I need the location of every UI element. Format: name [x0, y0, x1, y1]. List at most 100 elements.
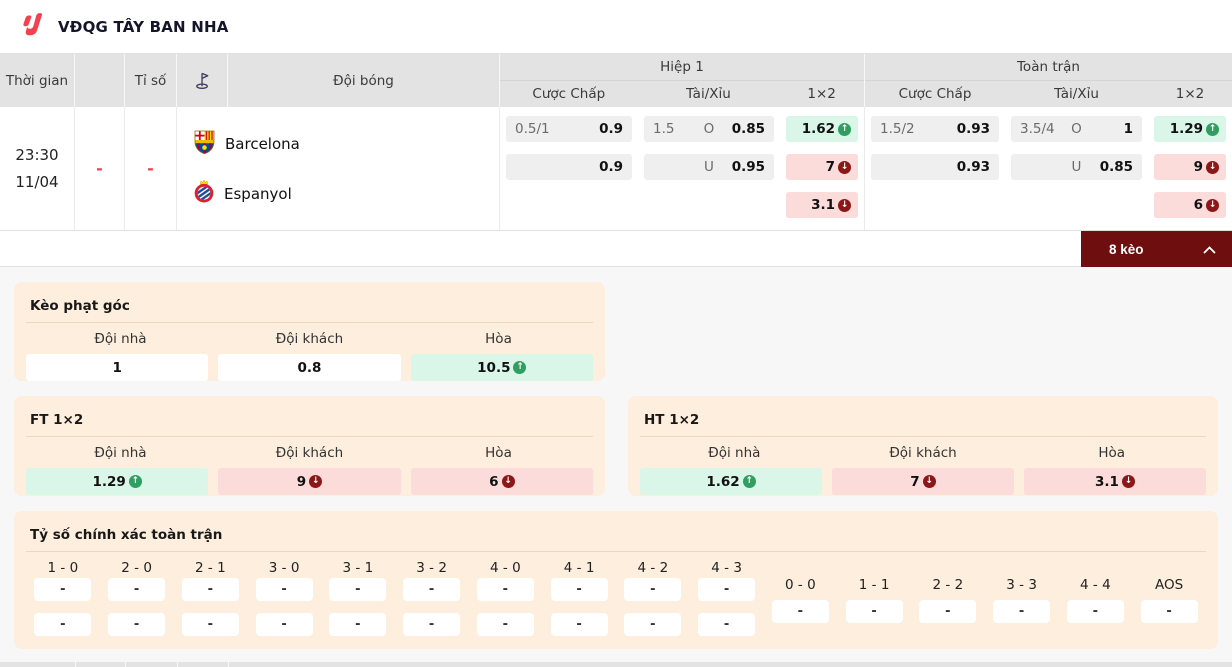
- score-odds-cell[interactable]: -: [181, 613, 239, 636]
- h1-overunder-column: 1.5 O 0.85 U 0.95: [638, 107, 780, 230]
- chevron-up-icon: [1203, 242, 1216, 257]
- ft-over-odds[interactable]: 3.5/4 O 1: [1011, 116, 1142, 142]
- ht12-home-odds[interactable]: 1.62 ↑: [640, 468, 822, 495]
- score-column: AOS -: [1132, 552, 1206, 636]
- draw-header: Hòa: [485, 445, 512, 461]
- odds-value: 9: [296, 473, 307, 490]
- h1-under-odds[interactable]: U 0.95: [644, 154, 774, 180]
- home-team-name[interactable]: Barcelona: [225, 135, 300, 153]
- correct-score-title: Tỷ số chính xác toàn trận: [26, 521, 1206, 552]
- ou-line: 1.5: [653, 121, 675, 137]
- away-team-name[interactable]: Espanyol: [224, 184, 292, 203]
- h1-1x2-draw-odds[interactable]: 3.1 ↓: [786, 192, 858, 218]
- col-header-score-spacer: [75, 54, 125, 107]
- score-label: 3 - 2: [416, 560, 447, 576]
- score-odds-cell[interactable]: -: [624, 613, 682, 636]
- score-odds-cell[interactable]: -: [698, 613, 756, 636]
- score-column: 3 - 0 - -: [247, 552, 321, 636]
- trend-down-icon: ↓: [1206, 198, 1219, 212]
- ft12-home-odds[interactable]: 1.29 ↑: [26, 468, 209, 495]
- odds-value: 0.85: [731, 121, 765, 137]
- score-odds-cell[interactable]: -: [403, 613, 461, 636]
- score-odds-cell[interactable]: -: [624, 578, 682, 601]
- score-odds-cell[interactable]: -: [1066, 600, 1124, 623]
- score-label: AOS: [1155, 577, 1184, 593]
- ft-1x2-draw-odds[interactable]: 6 ↓: [1154, 192, 1226, 218]
- score-odds-cell[interactable]: -: [34, 578, 92, 601]
- ht-1x2-title: HT 1×2: [640, 406, 1206, 437]
- league-header: VĐQG TÂY BAN NHA: [0, 0, 1232, 54]
- score-odds-cell[interactable]: -: [1140, 600, 1198, 623]
- score-label: 0 - 0: [785, 577, 816, 593]
- odds-value: 7: [910, 473, 920, 490]
- away-team-row[interactable]: Espanyol: [192, 179, 499, 208]
- teams-cell[interactable]: Barcelona Espan: [177, 107, 500, 230]
- score-column: 2 - 1 - -: [174, 552, 248, 636]
- h1-handicap-away-odds[interactable]: 0.9: [506, 154, 632, 180]
- ft-handicap-home-odds[interactable]: 1.5/2 0.93: [871, 116, 999, 142]
- score-column: 4 - 3 - -: [690, 552, 764, 636]
- subheader-overunder-ft: Tài/Xỉu: [1054, 86, 1099, 102]
- corner-home-odds[interactable]: 1: [26, 354, 209, 381]
- score-odds-cell[interactable]: -: [550, 578, 608, 601]
- odds-value: 1: [112, 359, 122, 376]
- ht12-away-odds[interactable]: 7 ↓: [832, 468, 1014, 495]
- corner-draw-odds[interactable]: 10.5 ↑: [410, 354, 593, 381]
- score-odds-cell[interactable]: -: [108, 613, 166, 636]
- corner-panel-title: Kèo phạt góc: [26, 292, 593, 323]
- ft-handicap-away-odds[interactable]: 0.93: [871, 154, 999, 180]
- subheader-overunder-h1: Tài/Xỉu: [686, 86, 731, 102]
- score-odds-cell[interactable]: -: [255, 613, 313, 636]
- away-header: Đội khách: [275, 331, 344, 347]
- match-date: 11/04: [15, 173, 59, 191]
- ft12-draw-odds[interactable]: 6 ↓: [410, 468, 593, 495]
- col-header-score: Tỉ số: [125, 54, 177, 107]
- score-label: 2 - 0: [121, 560, 152, 576]
- under-label: U: [704, 159, 714, 175]
- score-odds-cell[interactable]: -: [476, 613, 534, 636]
- h1-1x2-away-odds[interactable]: 7 ↓: [786, 154, 858, 180]
- handicap-line: 0.5/1: [515, 121, 550, 137]
- score-odds-cell[interactable]: -: [993, 600, 1051, 623]
- odds-value: 1.62: [706, 473, 740, 490]
- score-odds-cell[interactable]: -: [476, 578, 534, 601]
- score-odds-cell[interactable]: -: [771, 600, 829, 623]
- score-label: 3 - 1: [342, 560, 374, 576]
- home-header: Đội nhà: [708, 445, 761, 461]
- trend-down-icon: ↓: [1206, 160, 1219, 174]
- odds-value: 0.9: [599, 121, 623, 137]
- ft-1x2-away-odds[interactable]: 9 ↓: [1154, 154, 1226, 180]
- score-odds-cell[interactable]: -: [255, 578, 313, 601]
- ft-1x2-title: FT 1×2: [26, 406, 593, 437]
- corner-away-odds[interactable]: 0.8: [218, 354, 401, 381]
- score-label: 4 - 1: [563, 560, 595, 576]
- score-label: 4 - 2: [637, 560, 669, 576]
- trend-down-icon: ↓: [1121, 475, 1135, 488]
- more-odds-button[interactable]: 8 kèo: [1081, 231, 1232, 267]
- score-odds-cell[interactable]: -: [34, 613, 92, 636]
- score-odds-cell[interactable]: -: [845, 600, 903, 623]
- ft12-away-odds[interactable]: 9 ↓: [218, 468, 401, 495]
- score-odds-cell[interactable]: -: [108, 578, 166, 601]
- over-label: O: [1071, 121, 1082, 137]
- ft-overunder-column: 3.5/4 O 1 U 0.85: [1005, 107, 1148, 230]
- score-odds-cell[interactable]: -: [403, 578, 461, 601]
- trend-up-icon: ↑: [838, 122, 851, 136]
- score-odds-cell[interactable]: -: [919, 600, 977, 623]
- h1-handicap-home-odds[interactable]: 0.5/1 0.9: [506, 116, 632, 142]
- h1-over-odds[interactable]: 1.5 O 0.85: [644, 116, 774, 142]
- score-odds-cell[interactable]: -: [329, 613, 387, 636]
- ft-under-odds[interactable]: U 0.85: [1011, 154, 1142, 180]
- h1-1x2-home-odds[interactable]: 1.62 ↑: [786, 116, 858, 142]
- ft-1x2-home-odds[interactable]: 1.29 ↑: [1154, 116, 1226, 142]
- odds-value: 7: [825, 159, 835, 175]
- score-odds-cell[interactable]: -: [181, 578, 239, 601]
- odds-value: 1: [1123, 121, 1133, 137]
- ht12-draw-odds[interactable]: 3.1 ↓: [1024, 468, 1206, 495]
- score-odds-cell[interactable]: -: [329, 578, 387, 601]
- home-team-row[interactable]: Barcelona: [192, 129, 499, 159]
- score-odds-cell[interactable]: -: [698, 578, 756, 601]
- trend-up-icon: ↑: [742, 475, 756, 488]
- score-odds-cell[interactable]: -: [550, 613, 608, 636]
